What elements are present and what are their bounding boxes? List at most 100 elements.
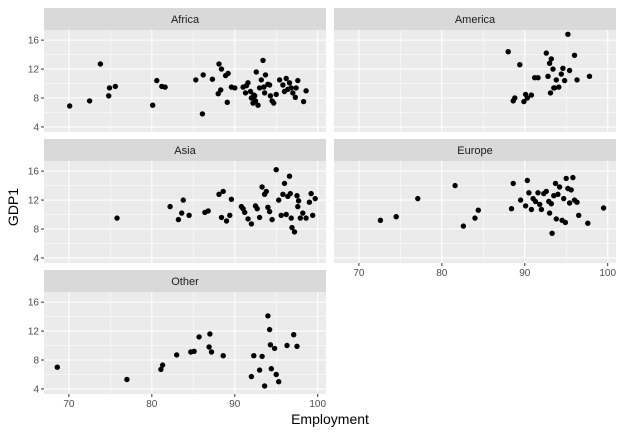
data-point	[293, 85, 299, 91]
data-point	[97, 61, 104, 67]
data-point	[377, 217, 384, 223]
data-point	[167, 203, 173, 210]
data-point	[273, 371, 279, 378]
data-point	[562, 219, 569, 226]
data-point	[568, 187, 574, 193]
data-point	[268, 366, 274, 372]
data-point	[280, 191, 286, 197]
data-point	[248, 373, 255, 380]
x-tick-label: 90	[519, 268, 531, 279]
data-point	[266, 82, 273, 88]
y-tick-label: 4	[33, 122, 39, 133]
data-point	[265, 204, 271, 210]
data-point	[206, 344, 212, 350]
data-point	[252, 98, 259, 104]
data-point	[586, 73, 593, 80]
data-point	[300, 98, 307, 105]
x-tick-label: 80	[146, 399, 158, 410]
data-point	[570, 174, 576, 181]
data-point	[247, 88, 254, 95]
data-point	[552, 180, 559, 187]
data-point	[505, 49, 511, 55]
data-point	[565, 31, 571, 37]
data-point	[259, 353, 265, 360]
facet-strip	[44, 139, 326, 161]
data-point	[200, 72, 206, 78]
data-point	[286, 173, 293, 179]
data-point	[256, 85, 263, 91]
data-point	[227, 212, 233, 218]
data-point	[528, 92, 535, 98]
data-point	[218, 66, 225, 72]
data-point	[258, 77, 264, 83]
data-point	[193, 77, 199, 83]
data-point	[232, 85, 238, 91]
data-point	[276, 379, 282, 385]
data-point	[537, 201, 543, 208]
y-tick-label: 12	[28, 65, 40, 76]
facet-strip	[334, 8, 616, 30]
data-point	[288, 215, 294, 221]
data-point	[561, 77, 568, 84]
x-tick-label: 70	[353, 268, 365, 279]
data-point	[191, 348, 197, 354]
data-point	[295, 198, 302, 204]
data-point	[558, 71, 564, 77]
data-point	[248, 221, 255, 227]
y-tick-label: 12	[28, 327, 40, 338]
data-point	[571, 52, 578, 58]
data-point	[252, 93, 258, 99]
data-point	[273, 91, 279, 98]
data-point	[517, 197, 524, 203]
data-point	[269, 216, 275, 223]
data-point	[295, 203, 301, 210]
data-point	[254, 206, 260, 212]
facet-panels: Africa 4 8 12 16 America Asia 4 8 12 16 Europe 70 80 9…	[28, 8, 616, 410]
data-point	[225, 70, 231, 77]
data-point	[508, 206, 515, 212]
y-tick-label: 16	[28, 298, 40, 309]
data-point	[415, 195, 421, 202]
y-tick-label: 16	[28, 36, 40, 47]
data-point	[106, 93, 112, 99]
data-point	[251, 353, 257, 359]
data-point	[556, 84, 562, 90]
data-point	[207, 331, 213, 337]
data-point	[162, 84, 168, 90]
plot-background	[44, 30, 326, 132]
data-point	[253, 69, 259, 75]
data-point	[526, 190, 532, 196]
facet-panel-africa: Africa 4 8 12 16	[28, 8, 326, 133]
data-point	[308, 190, 314, 197]
data-point	[228, 196, 235, 202]
x-tick-label: 90	[229, 399, 241, 410]
data-point	[291, 332, 297, 338]
data-point	[287, 190, 293, 197]
plot-background	[334, 161, 616, 263]
data-point	[294, 343, 300, 349]
data-point	[312, 195, 318, 202]
data-point	[524, 95, 530, 101]
data-point	[286, 80, 293, 86]
data-point	[260, 57, 266, 64]
data-point	[551, 193, 557, 199]
data-point	[154, 77, 160, 84]
x-axis-title: Employment	[291, 411, 369, 427]
data-point	[276, 197, 282, 203]
data-point	[294, 193, 300, 199]
data-point	[522, 203, 529, 209]
data-point	[292, 94, 298, 101]
data-point	[281, 180, 288, 187]
data-point	[452, 182, 458, 189]
data-point	[310, 212, 316, 218]
data-point	[290, 90, 296, 96]
data-point	[553, 77, 559, 83]
facet-strip-label: Africa	[171, 14, 200, 26]
data-point	[288, 85, 294, 91]
data-point	[553, 216, 559, 222]
plot-background	[44, 161, 326, 263]
data-point	[112, 83, 119, 90]
data-point	[223, 218, 230, 224]
plot-background	[334, 30, 616, 132]
x-tick-label: 100	[309, 399, 326, 410]
